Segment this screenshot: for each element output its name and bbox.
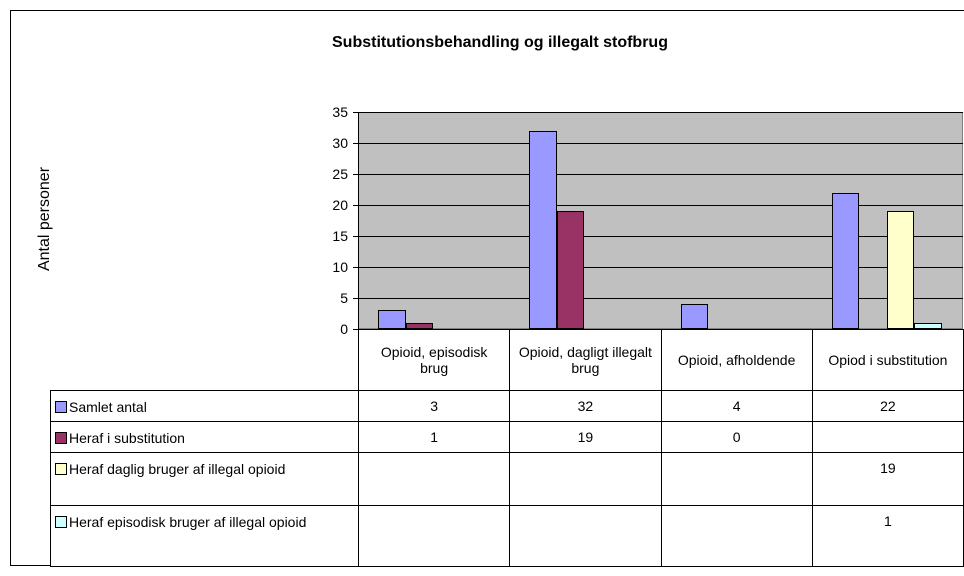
- legend-entry: Heraf i substitution: [50, 421, 359, 453]
- table-cell: 1: [811, 505, 964, 567]
- bar: [886, 211, 915, 329]
- table-cell: [811, 421, 964, 453]
- table-cell: [660, 452, 813, 506]
- y-tick-label: 30: [332, 135, 348, 151]
- y-tick: [353, 236, 358, 237]
- y-tick-label: 10: [332, 259, 348, 275]
- y-tick: [353, 267, 358, 268]
- plot-area: [358, 112, 963, 329]
- grid-line: [358, 236, 963, 237]
- grid-line: [358, 298, 963, 299]
- category-label: Opioid, afholdende: [660, 329, 813, 391]
- y-tick: [353, 329, 358, 330]
- legend-key: [55, 463, 67, 475]
- table-cell: [509, 505, 662, 567]
- table-cell: 19: [811, 452, 964, 506]
- y-tick: [353, 112, 358, 113]
- bar: [831, 192, 860, 329]
- y-axis-title: Antal personer: [36, 166, 53, 272]
- y-tick: [353, 143, 358, 144]
- category-label: Opiod i substitution: [811, 329, 964, 391]
- category-label: Opioid, episodisk brug: [358, 329, 511, 391]
- category-label: Opioid, dagligt illegalt brug: [509, 329, 662, 391]
- legend-label: Heraf i substitution: [69, 430, 185, 446]
- legend-entry: Heraf daglig bruger af illegal opioid: [50, 452, 359, 506]
- grid-line: [358, 112, 963, 113]
- bar: [405, 322, 433, 329]
- bar: [680, 304, 708, 329]
- grid-line: [358, 143, 963, 144]
- table-cell: [358, 505, 511, 567]
- legend-key: [55, 432, 67, 444]
- y-tick-label: 5: [340, 290, 348, 306]
- legend-key: [55, 516, 67, 528]
- table-cell: 22: [811, 390, 964, 422]
- table-cell: 1: [358, 421, 511, 453]
- y-tick: [353, 298, 358, 299]
- legend-label: Heraf episodisk bruger af illegal opioid: [69, 514, 307, 530]
- y-tick-label: 20: [332, 197, 348, 213]
- table-cell: [509, 452, 662, 506]
- y-tick: [353, 174, 358, 175]
- y-tick-label: 15: [332, 228, 348, 244]
- legend-label: Samlet antal: [69, 399, 147, 415]
- legend-entry: Heraf episodisk bruger af illegal opioid: [50, 505, 359, 567]
- bar: [914, 322, 942, 329]
- table-cell: 0: [660, 421, 813, 453]
- chart-title: Substitutionsbehandling og illegalt stof…: [332, 34, 668, 51]
- y-axis: [358, 112, 359, 329]
- grid-line: [358, 205, 963, 206]
- table-cell: [358, 452, 511, 506]
- bar: [556, 211, 585, 329]
- legend-label: Heraf daglig bruger af illegal opioid: [69, 461, 286, 477]
- table-cell: 3: [358, 390, 511, 422]
- bar: [378, 310, 406, 329]
- y-tick-label: 0: [340, 321, 348, 337]
- bar: [529, 130, 557, 329]
- legend-entry: Samlet antal: [50, 390, 359, 422]
- legend-key: [55, 401, 67, 413]
- y-tick-label: 35: [332, 104, 348, 120]
- y-tick-label: 25: [332, 166, 348, 182]
- table-cell: 4: [660, 390, 813, 422]
- table-cell: 19: [509, 421, 662, 453]
- table-cell: [660, 505, 813, 567]
- table-cell: 32: [509, 390, 662, 422]
- grid-line: [358, 174, 963, 175]
- y-tick: [353, 205, 358, 206]
- grid-line: [358, 267, 963, 268]
